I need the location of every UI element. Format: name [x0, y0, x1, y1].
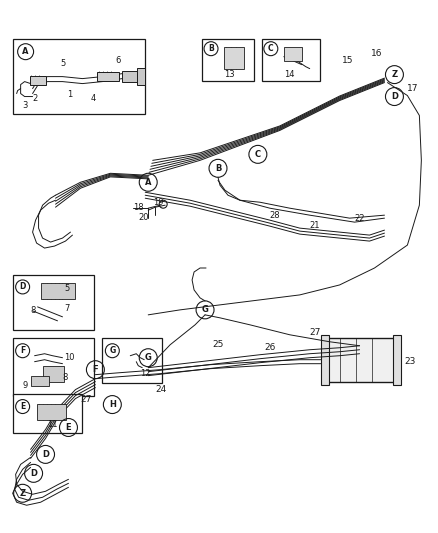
Text: F: F — [92, 365, 98, 374]
Bar — [13, 275, 95, 330]
Text: 9: 9 — [23, 381, 28, 390]
Text: E: E — [66, 423, 71, 432]
Bar — [137, 68, 145, 85]
Bar — [325, 338, 396, 382]
Text: 5: 5 — [64, 285, 70, 294]
Text: D: D — [30, 469, 37, 478]
Text: 7: 7 — [64, 304, 70, 313]
Text: 23: 23 — [404, 357, 416, 366]
Text: Z: Z — [20, 489, 26, 498]
Bar — [321, 335, 328, 385]
Bar — [31, 376, 49, 385]
Text: 17: 17 — [407, 84, 419, 93]
Bar — [13, 393, 82, 433]
Text: 1: 1 — [67, 90, 73, 99]
Text: H: H — [109, 400, 116, 409]
Text: A: A — [145, 178, 152, 187]
Text: 4: 4 — [90, 94, 95, 103]
Text: 15: 15 — [342, 56, 353, 65]
Text: 12: 12 — [140, 369, 151, 378]
Text: D: D — [42, 450, 49, 459]
Bar — [13, 39, 145, 115]
Text: 19: 19 — [153, 198, 164, 207]
Text: E: E — [20, 402, 25, 411]
Text: 5: 5 — [60, 59, 66, 68]
Bar — [284, 47, 302, 61]
Text: 24: 24 — [155, 385, 166, 394]
Bar — [262, 39, 320, 80]
Text: Z: Z — [392, 70, 398, 79]
Bar — [224, 47, 244, 69]
Text: 6: 6 — [115, 56, 121, 65]
Text: 25: 25 — [212, 340, 223, 349]
Bar — [37, 403, 67, 419]
Text: D: D — [391, 92, 398, 101]
Text: 2: 2 — [32, 94, 38, 103]
Bar — [393, 335, 401, 385]
Text: 8: 8 — [31, 306, 36, 316]
Text: 21: 21 — [310, 221, 320, 230]
Bar — [202, 39, 254, 80]
Text: 3: 3 — [23, 101, 28, 110]
Bar — [102, 338, 162, 383]
Text: 18: 18 — [133, 203, 144, 212]
Text: F: F — [20, 346, 25, 355]
Text: 27: 27 — [81, 395, 92, 404]
Text: 28: 28 — [270, 211, 280, 220]
Bar — [42, 366, 64, 382]
Text: B: B — [208, 44, 214, 53]
Bar — [13, 338, 95, 395]
Text: A: A — [22, 47, 29, 56]
Text: C: C — [255, 150, 261, 159]
Text: 20: 20 — [138, 213, 149, 222]
Text: G: G — [109, 346, 116, 355]
Bar — [41, 283, 75, 299]
Bar — [30, 76, 46, 85]
Text: 8: 8 — [63, 373, 68, 382]
Text: 22: 22 — [355, 214, 365, 223]
Bar — [97, 71, 119, 80]
Text: 14: 14 — [284, 70, 294, 79]
Bar — [122, 71, 138, 82]
Text: 27: 27 — [310, 328, 321, 337]
Text: G: G — [145, 353, 152, 362]
Text: 10: 10 — [64, 353, 75, 362]
Text: 13: 13 — [224, 70, 235, 79]
Text: 16: 16 — [371, 49, 382, 58]
Text: G: G — [201, 305, 208, 314]
Text: 11: 11 — [48, 420, 58, 429]
Text: B: B — [215, 164, 221, 173]
Text: 26: 26 — [265, 343, 276, 352]
Text: D: D — [19, 282, 26, 292]
Text: C: C — [268, 44, 274, 53]
